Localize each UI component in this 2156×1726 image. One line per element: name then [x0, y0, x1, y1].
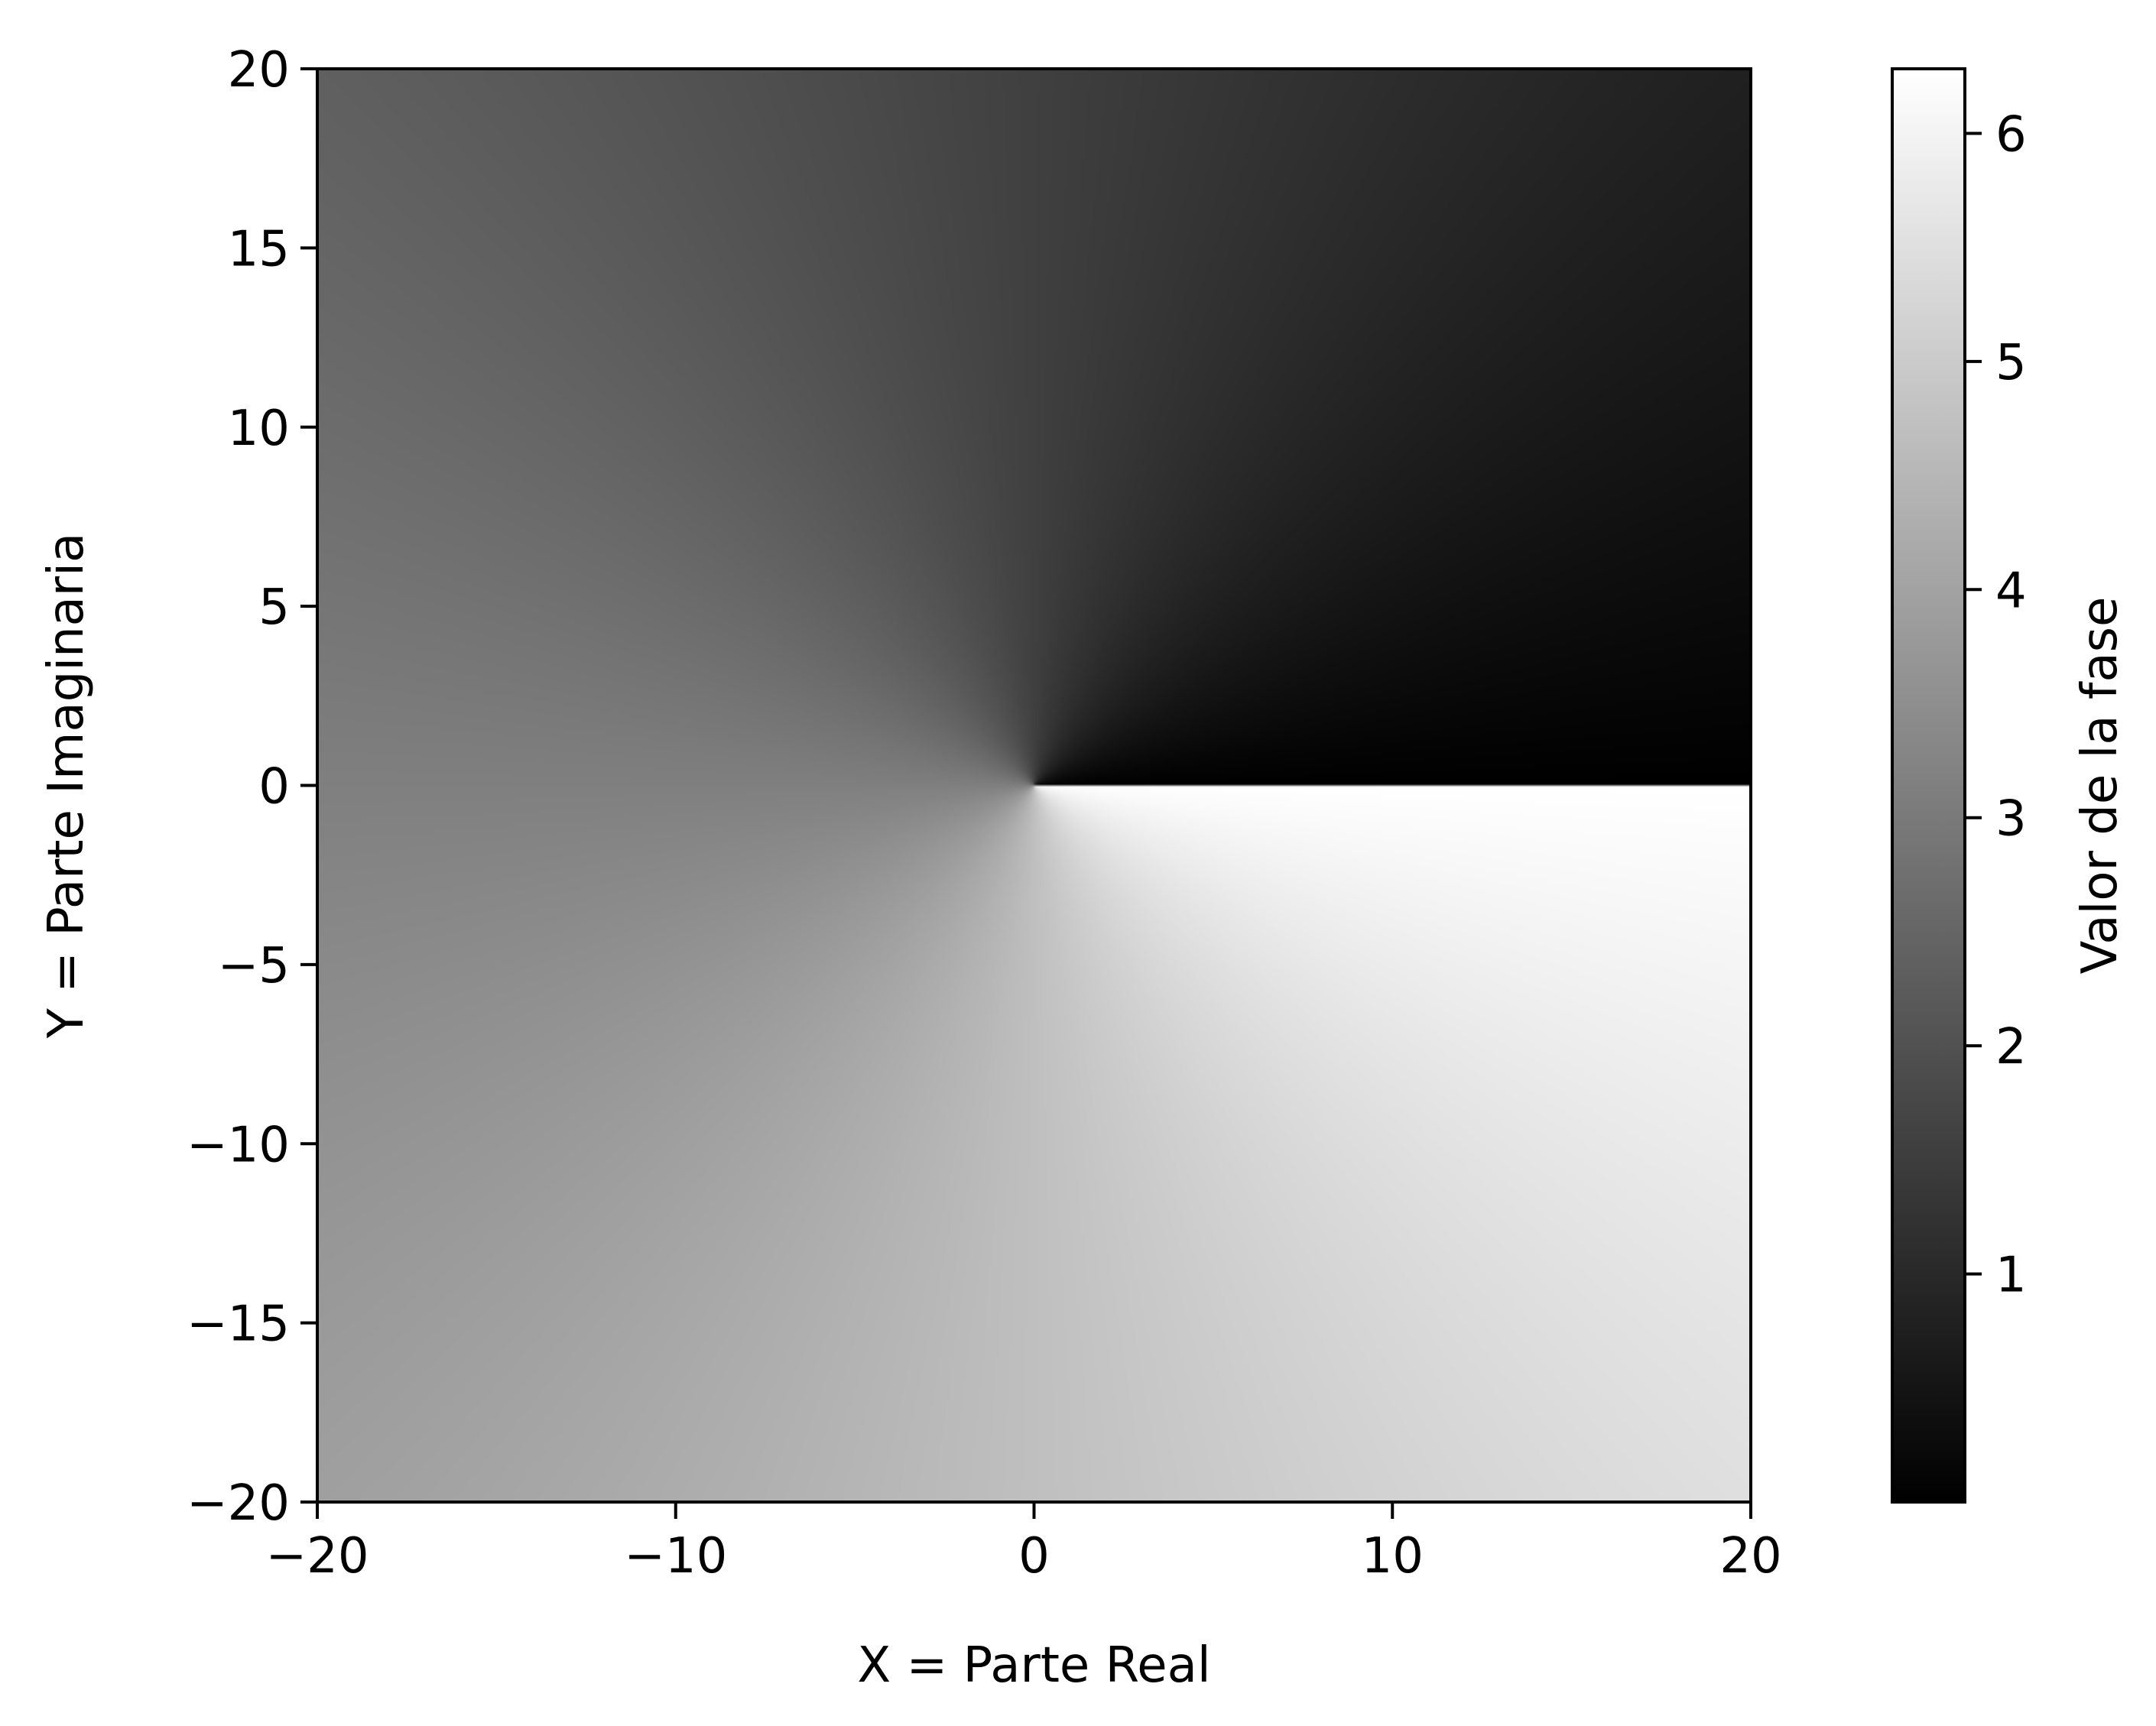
y-axis-label: Y = Parte Imaginaria [38, 533, 95, 1039]
heatmap-image-container [317, 69, 1751, 1502]
colorbar-label: Valor de la fase [2072, 597, 2128, 975]
y-tick-label: −15 [187, 1296, 290, 1353]
colorbar-tick-label: 3 [1995, 791, 2027, 848]
x-tick-label: 0 [1018, 1528, 1050, 1585]
x-tick-label: 20 [1719, 1528, 1781, 1585]
colorbar-tick-label: 6 [1995, 106, 2027, 163]
x-axis: −20 −10 0 10 20 [265, 1502, 1782, 1585]
colorbar-tick-label: 4 [1995, 563, 2027, 619]
y-tick-label: 10 [228, 401, 290, 457]
y-tick-label: 20 [228, 42, 290, 99]
y-axis: 20 15 10 5 0 −5 −10 −15 −20 [187, 42, 317, 1532]
y-tick-label: −5 [218, 938, 290, 994]
x-tick-label: 10 [1362, 1528, 1424, 1585]
y-tick-label: 0 [258, 759, 290, 816]
colorbar-tick-label: 2 [1995, 1019, 2027, 1076]
x-axis-label: X = Parte Real [857, 1637, 1210, 1694]
x-tick-label: −20 [265, 1528, 369, 1585]
y-tick-label: −20 [187, 1475, 290, 1532]
heatmap-image [317, 69, 1751, 1502]
colorbar [1892, 69, 1965, 1502]
colorbar-tick-label: 1 [1995, 1247, 2027, 1304]
colorbar-axis: 1 2 3 4 5 6 [1965, 106, 2027, 1304]
y-tick-label: −10 [187, 1117, 290, 1173]
y-tick-label: 15 [228, 221, 290, 277]
colorbar-tick-label: 5 [1995, 335, 2027, 391]
y-tick-label: 5 [258, 579, 290, 636]
colorbar-frame [1891, 67, 1966, 1504]
x-tick-label: −10 [624, 1528, 727, 1585]
